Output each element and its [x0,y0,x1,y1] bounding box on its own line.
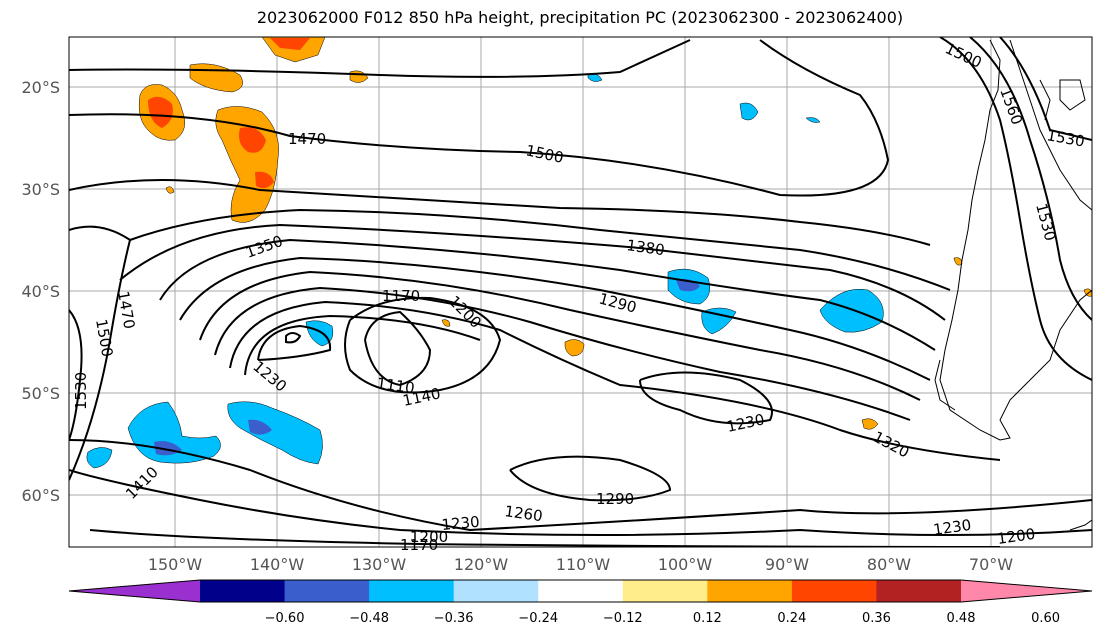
contour-label: 1530 [72,372,90,410]
contour-label: 1260 [503,502,543,525]
colorbar-tick-label: 0.60 [1031,611,1060,626]
colorbar: −0.60 −0.48 −0.36 −0.24 −0.12 0.12 0.24 0.36 0.4… [68,579,1093,626]
colorbar-segment [791,580,877,602]
longitude-axis: 150°W 140°W 130°W 120°W 110°W 100°W 90°W… [148,555,1013,574]
lon-tick-label: 120°W [454,555,509,574]
contour-label: 1470 [288,130,326,148]
coastline [934,39,1092,531]
colorbar-outline [68,579,1093,603]
lon-tick-label: 140°W [250,555,305,574]
height-contours [69,37,1092,547]
colorbar-segment [369,580,455,602]
colorbar-tick-label: −0.48 [349,611,389,626]
lon-tick-label: 150°W [148,555,203,574]
lon-tick-label: 100°W [658,555,713,574]
colorbar-tick-label: −0.36 [434,611,474,626]
map-border [68,36,1093,548]
lon-tick-label: 130°W [352,555,407,574]
colorbar-tick-label: −0.12 [603,611,643,626]
contour-label: 1290 [596,490,634,508]
colorbar-tick-label: 0.12 [693,611,722,626]
colorbar-tick-label: 0.48 [947,611,976,626]
colorbar-segment [453,580,539,602]
contour-label: 1170 [400,536,438,554]
lat-tick-label: 20°S [21,78,60,97]
colorbar-arrow-high [961,580,1092,602]
colorbar-segment [707,580,793,602]
contour-label: 1230 [441,513,481,534]
lon-tick-label: 90°W [765,555,809,574]
colorbar-segment [538,580,624,602]
lat-tick-label: 60°S [21,486,60,505]
latitude-axis: 20°S 30°S 40°S 50°S 60°S [21,78,60,505]
lat-tick-label: 50°S [21,384,60,403]
colorbar-segment [284,580,370,602]
contour-label: 1200 [996,525,1036,548]
colorbar-segment [876,580,962,602]
lat-tick-label: 40°S [21,282,60,301]
contour-label: 1110 [375,374,415,397]
lon-tick-label: 110°W [556,555,611,574]
lat-tick-label: 30°S [21,180,60,199]
contour-label: 1170 [382,287,420,305]
contour-label: 1200 [410,528,448,546]
colorbar-tick-label: −0.60 [265,611,305,626]
colorbar-segment [622,580,708,602]
map-title: 2023062000 F012 850 hPa height, precipit… [256,8,904,27]
contour-label: 1230 [932,516,972,539]
colorbar-tick-label: −0.24 [518,611,558,626]
contour-label: 1380 [625,236,665,259]
lon-tick-label: 70°W [969,555,1013,574]
colorbar-segment [200,580,286,602]
lon-tick-label: 80°W [867,555,911,574]
colorbar-tick-label: 0.24 [777,611,806,626]
colorbar-tick-label: 0.36 [862,611,891,626]
colorbar-arrow-low [69,580,200,602]
precip-positive-areas [138,37,1092,430]
